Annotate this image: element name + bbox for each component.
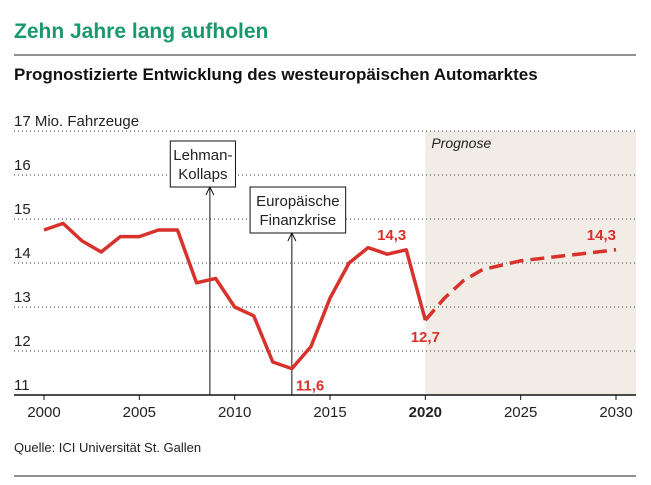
y-tick-label: 12 [14, 333, 31, 350]
x-tick-label: 2025 [504, 404, 537, 421]
data-label: 14,3 [377, 227, 406, 244]
data-line [424, 248, 617, 322]
x-tick-label: 2010 [218, 404, 251, 421]
annotation-text: Europäische [256, 193, 339, 210]
y-tick-label: 17 Mio. Fahrzeuge [14, 113, 139, 130]
x-tick-label: 2000 [27, 404, 60, 421]
annotation-text: Kollaps [178, 166, 227, 183]
chart-title: Zehn Jahre lang aufholen [14, 20, 268, 43]
x-tick-label: 2030 [599, 404, 632, 421]
x-tick-label: 2020 [409, 404, 442, 421]
x-tick-label: 2005 [123, 404, 156, 421]
data-label: 14,3 [587, 227, 616, 244]
annotation-text: Finanzkrise [260, 212, 337, 229]
y-tick-label: 13 [14, 289, 31, 306]
forecast-label: Prognose [431, 135, 491, 151]
chart-subtitle: Prognostizierte Entwicklung des westeuro… [14, 65, 538, 84]
data-line [43, 221, 428, 371]
x-tick-label: 2015 [313, 404, 346, 421]
y-tick-label: 11 [14, 377, 30, 394]
annotation-box [249, 186, 347, 234]
y-tick-label: 16 [14, 157, 31, 174]
annotation-box [169, 140, 236, 188]
source: Quelle: ICI Universität St. Gallen [14, 440, 201, 455]
data-label: 11,6 [296, 378, 324, 395]
y-tick-label: 14 [14, 245, 31, 262]
data-label: 12,7 [411, 329, 440, 346]
annotation-text: Lehman- [173, 147, 232, 164]
y-tick-label: 15 [14, 201, 31, 218]
